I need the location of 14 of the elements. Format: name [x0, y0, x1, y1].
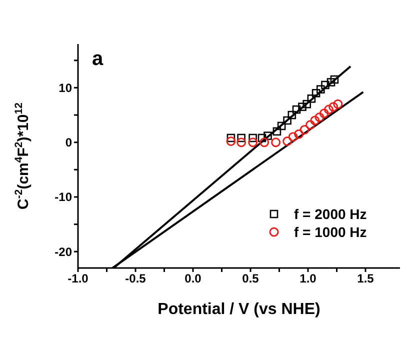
x-tick-label: 0.5 — [242, 272, 260, 286]
annotation: a — [92, 48, 104, 71]
x-axis-title: Potential / V (vs NHE) — [158, 301, 320, 318]
x-tick-label: -0.5 — [125, 272, 146, 286]
legend-label: f = 2000 Hz — [294, 206, 367, 222]
y-tick-label: -20 — [54, 244, 72, 259]
x-tick-label: 1.5 — [357, 272, 374, 286]
y-tick-label: 10 — [58, 80, 72, 95]
x-tick-label: 0.0 — [184, 272, 202, 286]
legend-label: f = 1000 Hz — [294, 224, 367, 240]
y-tick-label: 0 — [65, 136, 72, 150]
y-tick-label: -10 — [54, 190, 72, 204]
x-tick-label: -1.0 — [68, 272, 89, 286]
x-tick-label: 1.0 — [300, 272, 317, 286]
